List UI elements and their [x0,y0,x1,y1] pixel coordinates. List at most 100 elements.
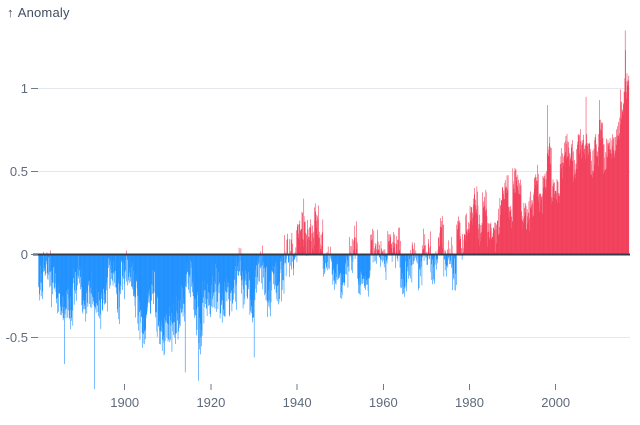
anomaly-bar [502,187,503,255]
anomaly-bar [113,254,115,273]
anomaly-bar [151,254,153,286]
anomaly-bar [559,195,561,255]
anomaly-bar [582,140,584,255]
anomaly-bar [393,231,394,255]
anomaly-bar [494,251,496,255]
anomaly-bar [539,194,541,255]
anomaly-bar [625,98,627,255]
anomaly-bar [451,236,453,255]
anomaly-bar [44,254,46,268]
anomaly-bar [576,168,577,255]
anomaly-bar [379,254,381,260]
anomaly-bar [550,148,552,255]
anomaly-bar [381,254,382,261]
anomaly-bar [594,164,595,255]
anomaly-bar [551,203,552,255]
anomaly-bar [373,230,375,255]
anomaly-bar [73,254,74,269]
anomaly-bar [578,141,579,255]
anomaly-bar [195,254,196,316]
anomaly-bar [382,251,384,255]
anomaly-bar [475,199,476,255]
anomaly-bar [355,248,357,255]
anomaly-bar [587,155,589,255]
anomaly-bar [499,215,501,255]
anomaly-bar [239,254,241,272]
anomaly-bar [161,254,163,321]
anomaly-bar [363,254,365,279]
anomaly-bar [577,133,579,255]
anomaly-bar [624,30,626,255]
anomaly-bar [276,254,278,302]
anomaly-bar [189,254,191,275]
anomaly-bar [536,187,537,255]
anomaly-bar [592,150,594,255]
anomaly-bar [421,254,423,286]
anomaly-bar [261,254,263,284]
anomaly-bar [59,254,61,294]
anomaly-bar [515,169,516,255]
anomaly-bar [601,138,603,255]
anomaly-bar [460,238,461,255]
anomaly-bar [536,180,538,255]
anomaly-bar [320,234,322,255]
anomaly-bar [471,220,472,255]
anomaly-bar [294,254,295,260]
anomaly-bar [331,254,332,261]
anomaly-bar [296,230,297,255]
anomaly-bar [561,168,562,255]
anomaly-bar [118,254,120,320]
anomaly-bar [473,215,474,255]
anomaly-bar [38,254,39,287]
anomaly-bar [44,254,45,271]
anomaly-bar [447,254,449,268]
anomaly-bar [322,254,324,270]
anomaly-bar [456,224,458,255]
anomaly-bar [581,158,583,255]
anomaly-bar [596,144,597,255]
anomaly-bar [209,254,210,294]
anomaly-bar [324,254,326,272]
anomaly-bar [475,211,477,255]
anomaly-bar [402,254,403,295]
anomaly-bar [463,248,464,255]
anomaly-bar [403,254,404,294]
anomaly-bar [557,180,558,255]
anomaly-bar [567,156,569,255]
anomaly-bar [470,220,472,255]
anomaly-bar [102,254,104,304]
anomaly-bar [254,254,256,301]
anomaly-bar [454,254,456,290]
anomaly-bar [236,254,238,257]
anomaly-bar [576,149,578,255]
anomaly-bar [237,254,238,267]
anomaly-bar [480,231,482,255]
anomaly-bar [40,254,42,266]
anomaly-bar [585,96,587,255]
anomaly-bar [596,156,598,255]
anomaly-bar [122,254,124,277]
anomaly-bar [335,254,337,285]
anomaly-bar [359,254,361,296]
anomaly-bar [386,254,388,261]
anomaly-bar [123,254,124,279]
anomaly-bar [568,147,570,255]
anomaly-bar [622,114,624,255]
anomaly-bar [365,254,366,290]
anomaly-bar [623,91,625,255]
anomaly-bar [138,254,140,297]
anomaly-bar [545,189,546,255]
anomaly-bar [387,231,389,255]
anomaly-bar [471,217,473,255]
anomaly-bar [504,182,506,255]
anomaly-bar [326,251,328,255]
anomaly-bar [611,140,613,255]
anomaly-bar [76,254,77,301]
anomaly-bar [95,254,96,303]
anomaly-bar [59,254,61,315]
anomaly-bar [364,254,366,289]
anomaly-bar [270,254,272,303]
anomaly-bar [268,254,269,303]
anomaly-bar [598,166,599,255]
anomaly-bar [98,254,99,293]
